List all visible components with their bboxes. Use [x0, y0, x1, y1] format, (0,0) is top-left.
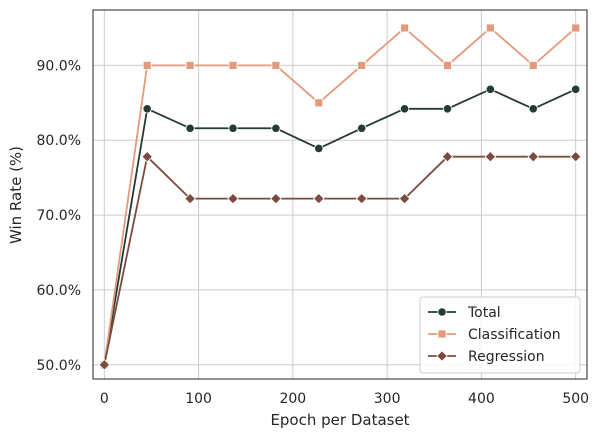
- x-tick-label: 100: [185, 391, 212, 407]
- legend-marker: [436, 350, 448, 362]
- classification-point: [314, 98, 324, 108]
- regression-point: [98, 359, 111, 371]
- classification-point: [400, 23, 409, 33]
- x-tick-label: 500: [562, 391, 589, 407]
- regression-point: [569, 150, 582, 163]
- legend: Total Classification Regression: [419, 296, 581, 374]
- classification-point: [142, 60, 152, 70]
- total-point: [142, 104, 152, 114]
- total-point: [271, 123, 281, 133]
- total-line: [103, 88, 577, 365]
- total-point: [185, 123, 195, 133]
- y-axis-label: Win Rate (%): [7, 146, 25, 244]
- legend-item-total: Total: [428, 305, 501, 321]
- regression-point: [484, 150, 497, 163]
- total-point: [228, 123, 238, 133]
- regression-point: [527, 150, 540, 163]
- y-tick-label: 90.0%: [37, 58, 81, 74]
- classification-line: [103, 27, 577, 365]
- legend-item-classification: Classification: [428, 327, 561, 343]
- series-layer: [98, 23, 582, 371]
- total-point: [442, 104, 453, 114]
- x-axis-label: Epoch per Dataset: [270, 411, 409, 429]
- legend-marker: [437, 307, 447, 317]
- legend-label: Total: [467, 305, 501, 321]
- classification-point: [357, 60, 367, 70]
- regression-point: [227, 192, 239, 205]
- tick-labels: 0 100 200 300 400 500 50.0% 60.0% 70.0% 80.0% 90.0…: [37, 58, 590, 407]
- classification-point: [271, 60, 281, 70]
- y-tick-label: 70.0%: [37, 208, 81, 224]
- x-tick-label: 0: [100, 391, 109, 407]
- legend-item-regression: Regression: [428, 349, 545, 365]
- grid: [93, 10, 587, 379]
- x-tick-label: 400: [468, 391, 495, 407]
- total-point: [528, 104, 538, 114]
- y-tick-label: 60.0%: [37, 283, 81, 299]
- regression-point: [355, 192, 368, 205]
- regression-point: [184, 192, 196, 205]
- x-tick-label: 300: [374, 391, 401, 407]
- total-point: [314, 143, 324, 154]
- classification-point: [528, 60, 538, 70]
- total-point: [571, 84, 581, 94]
- legend-marker: [437, 329, 447, 339]
- regression-point: [441, 150, 454, 163]
- legend-label: Regression: [468, 349, 545, 365]
- total-point: [485, 84, 495, 94]
- legend-box: [419, 296, 581, 374]
- classification-point: [485, 23, 495, 33]
- series-regression: [98, 150, 582, 371]
- regression-point: [141, 150, 153, 163]
- classification-point: [185, 60, 195, 70]
- regression-line: [103, 155, 576, 365]
- total-point: [357, 123, 367, 133]
- regression-point: [313, 192, 325, 205]
- classification-point: [443, 60, 452, 70]
- total-point: [399, 104, 410, 114]
- classification-point: [571, 23, 581, 33]
- y-tick-label: 50.0%: [37, 358, 81, 374]
- regression-point: [270, 192, 282, 205]
- classification-point: [228, 60, 238, 70]
- plot-frame: [92, 9, 588, 380]
- x-tick-label: 200: [279, 391, 306, 407]
- legend-label: Classification: [468, 327, 561, 343]
- regression-point: [398, 192, 411, 205]
- y-tick-label: 80.0%: [37, 133, 81, 149]
